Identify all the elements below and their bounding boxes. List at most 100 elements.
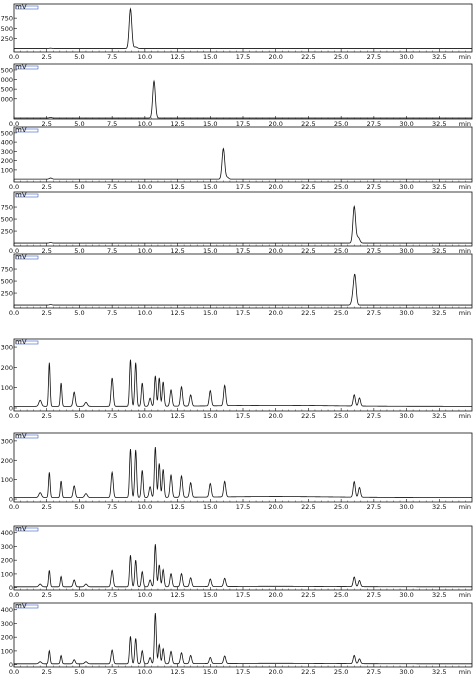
x-tick-label: 30.0 bbox=[399, 120, 413, 128]
x-tick-label: 12.5 bbox=[170, 53, 184, 61]
chromatogram-trace bbox=[14, 446, 472, 498]
y-tick-label: 750 bbox=[1, 266, 13, 274]
x-tick-label: 12.5 bbox=[170, 120, 184, 128]
chromatogram-panel-7: mV 0 100 200 300 0.0 2.5 5.0 7.5 10.0 12.5 15.0 17.5… bbox=[1, 432, 473, 511]
x-tick-label: 0.0 bbox=[9, 53, 19, 61]
x-tick-label: 10.0 bbox=[138, 120, 152, 128]
x-tick-label: 32.5 bbox=[432, 120, 446, 128]
y-tick-label: 200 bbox=[1, 157, 13, 165]
y-tick-label: 1000 bbox=[0, 95, 13, 103]
x-tick-label: 20.0 bbox=[268, 503, 282, 511]
y-tick-label: 300 bbox=[1, 344, 13, 352]
x-tick-label: 0.0 bbox=[9, 183, 19, 191]
x-tick-label: 22.5 bbox=[301, 120, 315, 128]
y-tick-label: 100 bbox=[1, 647, 13, 655]
chromatogram-trace bbox=[14, 7, 472, 49]
x-tick-label: 5.0 bbox=[74, 591, 84, 599]
x-tick-label: 12.5 bbox=[170, 503, 184, 511]
x-tick-label: 10.0 bbox=[138, 247, 152, 255]
x-tick-label: 7.5 bbox=[107, 183, 117, 191]
x-tick-label: 15.0 bbox=[203, 309, 217, 317]
chromatogram-trace bbox=[14, 147, 472, 180]
legend-box bbox=[15, 434, 39, 439]
x-tick-label: 17.5 bbox=[236, 503, 250, 511]
x-tick-label: 25.0 bbox=[334, 247, 348, 255]
x-tick-label: 5.0 bbox=[74, 120, 84, 128]
x-tick-label: 0.0 bbox=[9, 503, 19, 511]
chromatogram-trace bbox=[14, 544, 472, 588]
y-tick-label: 0 bbox=[9, 496, 13, 504]
y-tick-label: 0 bbox=[9, 661, 13, 669]
x-tick-label: 32.5 bbox=[432, 247, 446, 255]
x-axis-label: min bbox=[459, 120, 471, 128]
y-tick-label: 1500 bbox=[0, 86, 13, 94]
y-tick-label: 100 bbox=[1, 476, 13, 484]
x-tick-label: 2.5 bbox=[42, 183, 52, 191]
chromatogram-trace bbox=[14, 273, 472, 306]
x-tick-label: 17.5 bbox=[236, 668, 250, 676]
x-tick-label: 32.5 bbox=[432, 591, 446, 599]
x-tick-label: 30.0 bbox=[399, 309, 413, 317]
x-axis-label: min bbox=[459, 591, 471, 599]
x-tick-label: 32.5 bbox=[432, 668, 446, 676]
x-tick-label: 27.5 bbox=[367, 503, 381, 511]
chromatogram-trace bbox=[14, 612, 472, 665]
y-axis-label: mV bbox=[15, 525, 27, 533]
y-tick-label: 200 bbox=[1, 634, 13, 642]
x-tick-label: 20.0 bbox=[268, 412, 282, 420]
x-tick-label: 5.0 bbox=[74, 247, 84, 255]
x-tick-label: 0.0 bbox=[9, 668, 19, 676]
y-tick-label: 100 bbox=[1, 166, 13, 174]
x-tick-label: 27.5 bbox=[367, 309, 381, 317]
x-tick-label: 10.0 bbox=[138, 183, 152, 191]
y-tick-label: 300 bbox=[1, 543, 13, 551]
x-axis-label: min bbox=[459, 247, 471, 255]
x-axis-label: min bbox=[459, 668, 471, 676]
x-tick-label: 12.5 bbox=[170, 668, 184, 676]
x-tick-label: 27.5 bbox=[367, 668, 381, 676]
x-tick-label: 5.0 bbox=[74, 503, 84, 511]
x-tick-label: 12.5 bbox=[170, 309, 184, 317]
x-tick-label: 7.5 bbox=[107, 53, 117, 61]
x-tick-label: 27.5 bbox=[367, 247, 381, 255]
x-tick-label: 10.0 bbox=[138, 412, 152, 420]
x-tick-label: 17.5 bbox=[236, 591, 250, 599]
x-tick-label: 10.0 bbox=[138, 309, 152, 317]
y-axis-label: mV bbox=[15, 432, 27, 440]
x-tick-label: 32.5 bbox=[432, 53, 446, 61]
y-tick-label: 200 bbox=[1, 557, 13, 565]
x-tick-label: 10.0 bbox=[138, 668, 152, 676]
x-tick-label: 15.0 bbox=[203, 247, 217, 255]
x-axis-label: min bbox=[459, 53, 471, 61]
y-tick-label: 400 bbox=[1, 529, 13, 537]
y-tick-label: 100 bbox=[1, 570, 13, 578]
y-tick-label: 300 bbox=[1, 620, 13, 628]
x-tick-label: 20.0 bbox=[268, 120, 282, 128]
chromatogram-panel-1: mV 250 500 750 0.0 2.5 5.0 7.5 10.0 12.5 15.0 17.5 2… bbox=[1, 3, 473, 61]
x-tick-label: 15.0 bbox=[203, 503, 217, 511]
x-tick-label: 30.0 bbox=[399, 591, 413, 599]
x-tick-label: 15.0 bbox=[203, 591, 217, 599]
chromatogram-trace bbox=[14, 359, 472, 407]
y-tick-label: 100 bbox=[1, 384, 13, 392]
y-axis-label: mV bbox=[15, 253, 27, 261]
x-tick-label: 22.5 bbox=[301, 183, 315, 191]
x-tick-label: 12.5 bbox=[170, 591, 184, 599]
x-tick-label: 20.0 bbox=[268, 183, 282, 191]
y-tick-label: 750 bbox=[1, 15, 13, 23]
x-tick-label: 22.5 bbox=[301, 53, 315, 61]
y-axis-label: mV bbox=[15, 338, 27, 346]
legend-box bbox=[15, 193, 39, 198]
y-axis-label: mV bbox=[15, 63, 27, 71]
x-tick-label: 30.0 bbox=[399, 412, 413, 420]
x-tick-label: 25.0 bbox=[334, 309, 348, 317]
x-tick-label: 2.5 bbox=[42, 668, 52, 676]
x-tick-label: 7.5 bbox=[107, 309, 117, 317]
x-tick-label: 2.5 bbox=[42, 247, 52, 255]
x-tick-label: 17.5 bbox=[236, 412, 250, 420]
x-tick-label: 7.5 bbox=[107, 503, 117, 511]
x-tick-label: 2.5 bbox=[42, 309, 52, 317]
x-tick-label: 10.0 bbox=[138, 503, 152, 511]
x-tick-label: 5.0 bbox=[74, 53, 84, 61]
